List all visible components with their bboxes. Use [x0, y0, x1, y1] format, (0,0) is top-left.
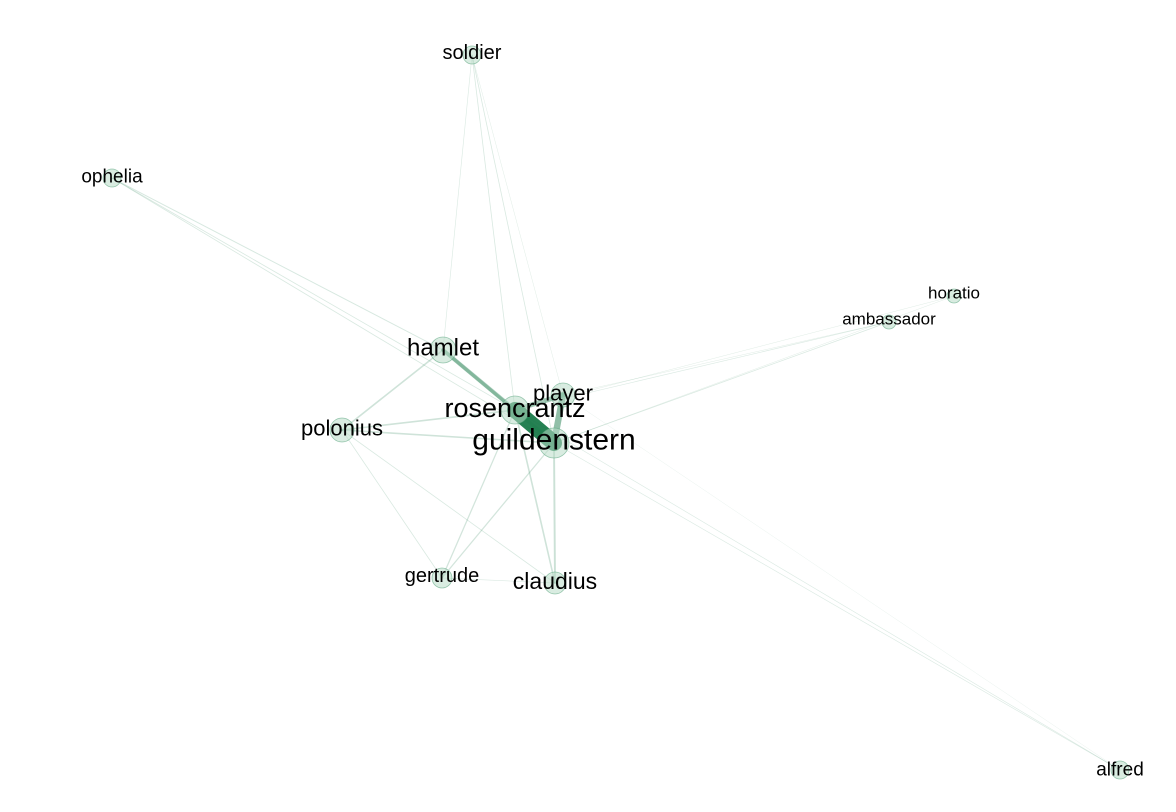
node-label-alfred: alfred [1096, 760, 1144, 781]
edge-hamlet-rosencrantz [441, 348, 517, 412]
node-label-ambassador: ambassador [842, 310, 936, 329]
edge-soldier-guildenstern [471, 54, 555, 444]
edges-layer [111, 54, 1121, 771]
node-ophelia[interactable] [102, 168, 122, 188]
edge-ophelia-guildenstern [111, 177, 555, 444]
node-guildenstern[interactable] [538, 427, 570, 459]
edge-claudius-rosencrantz [514, 409, 556, 584]
edge-claudius-gertrude [441, 577, 556, 584]
node-hamlet[interactable] [429, 336, 457, 364]
node-rosencrantz[interactable] [500, 395, 530, 425]
node-alfred[interactable] [1110, 760, 1130, 780]
node-ambassador[interactable] [881, 314, 897, 330]
node-label-polonius: polonius [301, 416, 383, 441]
node-claudius[interactable] [543, 571, 567, 595]
nodes-layer [102, 45, 1130, 780]
edge-horatio-rosencrantz [514, 295, 955, 411]
node-label-ophelia: ophelia [81, 167, 143, 188]
edge-polonius-claudius [341, 429, 556, 584]
edge-gertrude-rosencrantz [441, 409, 516, 579]
node-label-gertrude: gertrude [405, 565, 480, 587]
node-label-rosencrantz: rosencrantz [444, 393, 585, 423]
edge-ophelia-rosencrantz [111, 177, 516, 411]
node-player[interactable] [550, 382, 576, 408]
edge-polonius-rosencrantz [341, 409, 516, 431]
node-soldier[interactable] [462, 45, 482, 65]
node-label-horatio: horatio [928, 284, 980, 303]
edge-hamlet-ophelia [111, 177, 444, 351]
edge-hamlet-guildenstern [441, 348, 556, 445]
node-label-soldier: soldier [443, 42, 502, 64]
node-horatio[interactable] [946, 288, 962, 304]
edge-alfred-guildenstern [553, 442, 1121, 771]
node-gertrude[interactable] [431, 567, 453, 589]
node-label-guildenstern: guildenstern [472, 424, 635, 457]
edge-ambassador-rosencrantz [514, 321, 890, 411]
edge-soldier-player [471, 54, 564, 396]
edge-hamlet-soldier [442, 54, 473, 351]
edge-claudius-guildenstern [553, 442, 556, 584]
node-label-hamlet: hamlet [407, 335, 479, 362]
node-polonius[interactable] [329, 417, 355, 443]
edge-polonius-guildenstern [341, 429, 555, 444]
edge-polonius-gertrude [341, 429, 443, 579]
node-label-claudius: claudius [513, 568, 597, 594]
edge-ambassador-player [562, 321, 890, 396]
edge-alfred-player [562, 394, 1121, 771]
edge-hamlet-polonius [341, 349, 444, 431]
labels-layer: soldier ophelia horatio ambassador hamlet pla… [81, 42, 1143, 781]
node-label-player: player [533, 381, 593, 406]
edge-ambassador-guildenstern [553, 321, 890, 444]
edge-gertrude-guildenstern [441, 442, 555, 579]
edge-alfred-rosencrantz [514, 409, 1121, 771]
edge-soldier-rosencrantz [471, 54, 516, 411]
